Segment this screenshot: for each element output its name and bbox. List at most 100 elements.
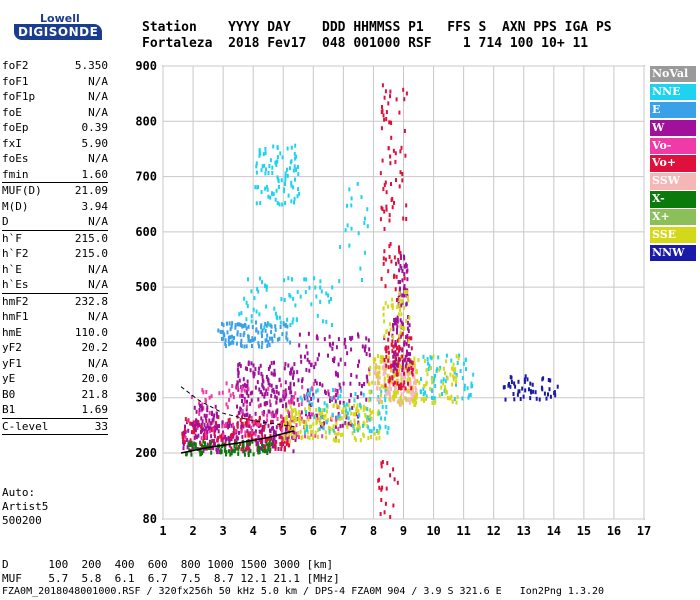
echo-point-nne — [363, 216, 366, 221]
echo-point-nne — [263, 325, 266, 330]
echo-point-vo- — [378, 477, 381, 482]
echo-point-vo- — [398, 247, 401, 252]
echo-point-nnw — [523, 377, 526, 382]
echo-point-vo- — [393, 200, 395, 205]
echo-point-vo- — [396, 480, 399, 485]
echo-point-w — [263, 394, 266, 399]
echo-point-sse — [288, 439, 291, 444]
echo-point-vo- — [256, 420, 259, 424]
echo-point-nnw — [524, 374, 527, 379]
echo-point-nne — [366, 224, 369, 229]
echo-point-sse — [398, 333, 401, 338]
echo-point-sse — [432, 354, 435, 359]
echo-point-vo- — [193, 421, 196, 425]
echo-point-w — [275, 396, 278, 401]
echo-point-vo- — [269, 433, 272, 438]
echo-point-w — [240, 393, 243, 398]
echo-point-w — [246, 383, 249, 388]
echo-point-w — [237, 370, 240, 375]
echo-point-w — [264, 402, 267, 407]
echo-point-vo- — [395, 274, 398, 279]
echo-point-w — [259, 390, 262, 394]
x-tick-label: 1 — [159, 524, 166, 538]
echo-point-vo- — [399, 346, 402, 351]
echo-point-nne — [440, 379, 443, 384]
echo-point-vo- — [189, 421, 192, 426]
echo-point-vo- — [402, 87, 405, 92]
echo-point-e — [238, 322, 241, 327]
echo-point-w — [291, 366, 294, 371]
echo-point-x- — [224, 447, 227, 452]
echo-point-w — [272, 372, 275, 377]
legend-entry-vo-: Vo- — [650, 137, 696, 154]
echo-point-nnw — [554, 393, 557, 398]
echo-point-vo- — [228, 397, 231, 402]
echo-point-nne — [281, 202, 284, 207]
echo-point-vo- — [182, 436, 185, 441]
echo-point-w — [204, 426, 207, 431]
echo-point-sse — [369, 408, 371, 413]
echo-point-nne — [292, 296, 295, 301]
echo-point-nne — [424, 390, 427, 395]
echo-point-sse — [384, 301, 387, 306]
echo-point-vo- — [398, 110, 401, 115]
echo-point-nne — [250, 319, 253, 324]
echo-point-vo- — [210, 394, 213, 399]
echo-point-sse — [444, 385, 446, 390]
echo-point-vo- — [280, 447, 283, 452]
echo-point-w — [205, 413, 208, 418]
echo-point-nne — [259, 276, 261, 281]
echo-point-nne — [293, 151, 296, 156]
echo-point-w — [294, 438, 297, 442]
echo-point-nne — [306, 392, 309, 397]
echo-point-vo- — [224, 442, 227, 446]
echo-point-w — [209, 446, 212, 451]
echo-point-nnw — [519, 397, 522, 401]
echo-point-nne — [255, 170, 258, 175]
echo-point-w — [321, 383, 324, 388]
param-value: 3.94 — [81, 199, 109, 213]
echo-point-sse — [393, 393, 396, 398]
param-label: M(D) — [2, 199, 29, 213]
auto-program: Artist5 — [2, 500, 49, 513]
echo-point-w — [273, 368, 276, 373]
echo-point-w — [258, 387, 261, 392]
echo-point-sse — [457, 356, 460, 361]
echo-point-vo- — [410, 336, 413, 341]
x-tick-label: 15 — [577, 524, 591, 538]
legend-entry-w: W — [650, 119, 696, 136]
param-label: MUF(D) — [2, 184, 42, 197]
echo-point-vo- — [393, 273, 396, 278]
echo-point-w — [183, 433, 186, 438]
echo-point-sse — [412, 399, 415, 404]
echo-point-nne — [315, 389, 318, 394]
echo-point-sse — [416, 379, 419, 383]
param-value: 215.0 — [74, 247, 108, 260]
echo-point-w — [235, 435, 238, 440]
echo-point-vo- — [306, 398, 309, 403]
echo-point-x- — [202, 439, 205, 444]
echo-point-w — [396, 324, 399, 329]
echo-point-sse — [294, 415, 297, 420]
echo-point-sse — [407, 339, 410, 344]
echo-point-e — [231, 321, 234, 326]
x-tick-label: 4 — [250, 524, 257, 538]
echo-point-sse — [370, 410, 373, 415]
echo-point-nne — [316, 388, 319, 393]
echo-point-sse — [293, 419, 296, 424]
echo-point-vo- — [387, 365, 390, 370]
echo-point-sse — [386, 373, 389, 378]
echo-point-w — [339, 400, 342, 405]
echo-point-nne — [304, 290, 307, 295]
echo-point-w — [394, 361, 397, 366]
echo-point-sse — [398, 302, 401, 307]
echo-point-nne — [338, 279, 341, 284]
echo-point-sse — [442, 366, 445, 371]
echo-point-e — [286, 337, 289, 342]
echo-point-vo- — [198, 411, 201, 416]
echo-point-nne — [301, 398, 304, 403]
echo-point-e — [266, 333, 269, 338]
echo-point-nne — [368, 429, 371, 433]
echo-point-w — [237, 411, 240, 416]
echo-point-vo- — [405, 352, 408, 357]
